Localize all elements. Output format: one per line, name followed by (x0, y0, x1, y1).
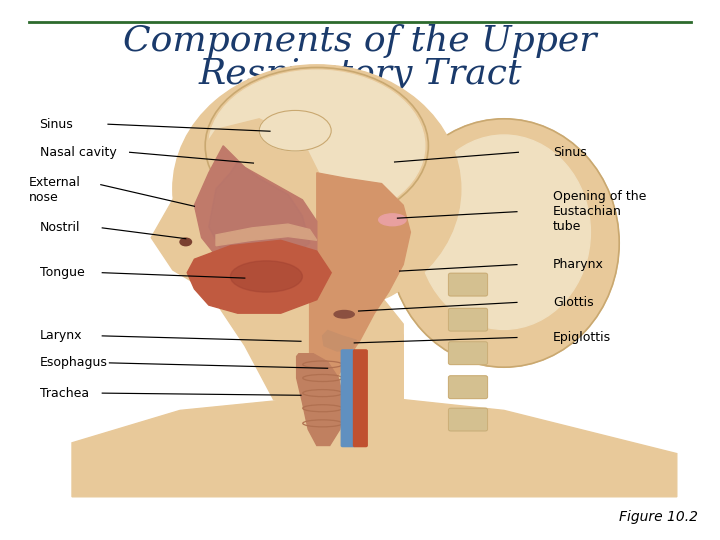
Text: Tongue: Tongue (40, 266, 84, 279)
Ellipse shape (418, 135, 590, 329)
Text: Opening of the
Eustachian
tube: Opening of the Eustachian tube (553, 190, 647, 233)
Text: Larynx: Larynx (40, 329, 82, 342)
Text: Respiratory Tract: Respiratory Tract (198, 57, 522, 91)
Text: Sinus: Sinus (553, 146, 587, 159)
Polygon shape (187, 240, 331, 313)
Polygon shape (310, 173, 410, 389)
Polygon shape (194, 146, 317, 281)
Text: Glottis: Glottis (553, 296, 593, 309)
Text: Esophagus: Esophagus (40, 356, 107, 369)
FancyBboxPatch shape (354, 350, 367, 447)
FancyBboxPatch shape (341, 350, 355, 447)
FancyBboxPatch shape (449, 408, 487, 431)
FancyBboxPatch shape (449, 308, 487, 331)
Ellipse shape (259, 111, 331, 151)
Text: Figure 10.2: Figure 10.2 (619, 510, 698, 524)
Polygon shape (151, 119, 403, 400)
FancyBboxPatch shape (449, 273, 487, 296)
Text: Sinus: Sinus (40, 118, 73, 131)
Ellipse shape (379, 214, 406, 226)
Text: Components of the Upper: Components of the Upper (123, 24, 597, 58)
Text: Trachea: Trachea (40, 387, 89, 400)
Polygon shape (274, 335, 403, 400)
Text: External
nose: External nose (29, 176, 81, 204)
Polygon shape (216, 224, 317, 246)
Text: Pharynx: Pharynx (553, 258, 604, 271)
Ellipse shape (230, 261, 302, 292)
Ellipse shape (334, 310, 354, 318)
Polygon shape (297, 354, 344, 445)
Polygon shape (323, 330, 356, 351)
Ellipse shape (180, 238, 192, 246)
Text: Epiglottis: Epiglottis (553, 331, 611, 344)
Text: Nasal cavity: Nasal cavity (40, 146, 117, 159)
Text: Nostril: Nostril (40, 221, 80, 234)
Ellipse shape (209, 70, 425, 221)
FancyBboxPatch shape (449, 376, 487, 399)
Ellipse shape (173, 65, 461, 313)
Ellipse shape (389, 119, 619, 367)
Polygon shape (209, 162, 310, 270)
Polygon shape (72, 400, 677, 497)
FancyBboxPatch shape (449, 342, 487, 364)
